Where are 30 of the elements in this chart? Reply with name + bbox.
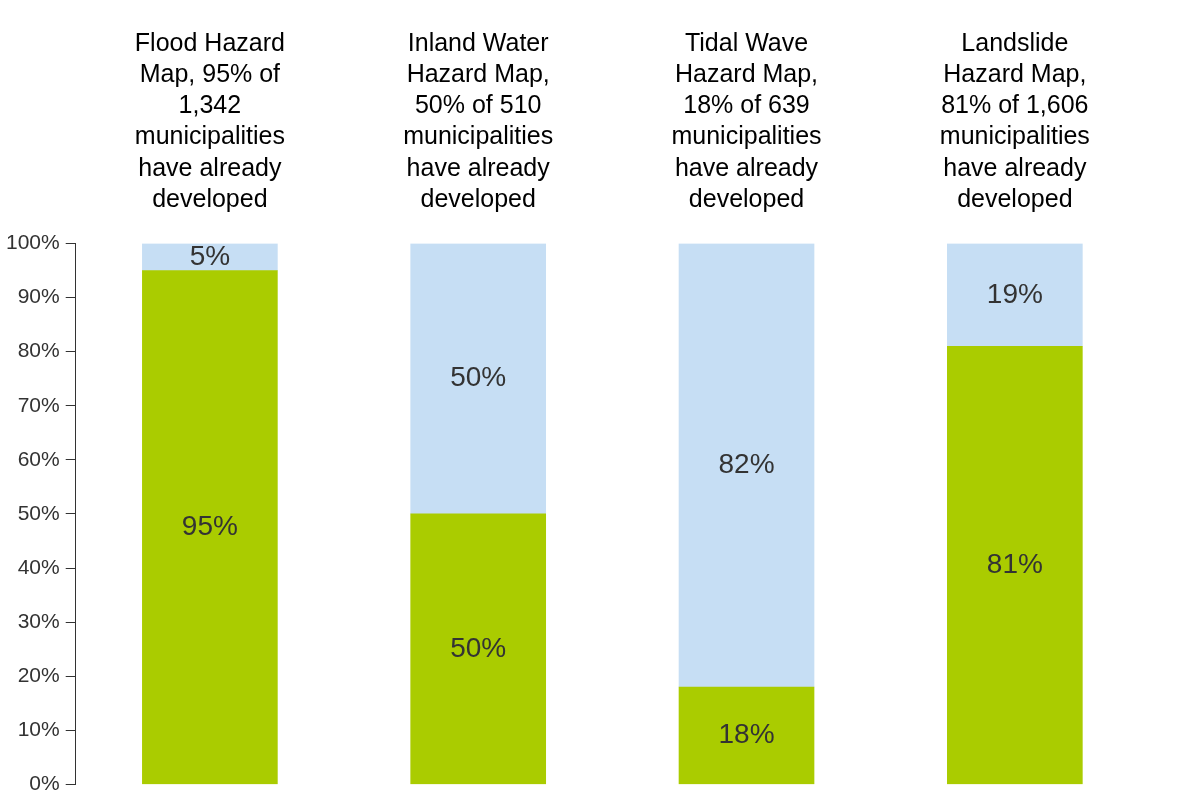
bar xyxy=(947,243,1083,347)
bar xyxy=(947,345,1083,785)
y-tick-label: 40% xyxy=(17,554,60,578)
x-tick-label: Tidal Wave Hazard Map, 18% of 639 municipalities have already developed xyxy=(671,27,822,212)
bar xyxy=(410,243,547,515)
x-tick-label: Landslide Hazard Map, 81% of 1,606 municipalities have already developed xyxy=(939,27,1090,212)
bar xyxy=(678,686,815,785)
y-tick-label: 30% xyxy=(17,608,60,632)
bar xyxy=(678,243,815,688)
x-tick-label: Flood Hazard Map, 95% of 1,342 municipalities have already developed xyxy=(134,27,285,212)
y-tick-label: 100% xyxy=(5,230,60,254)
y-tick-label: 20% xyxy=(17,663,60,687)
data-label: 50% xyxy=(450,361,507,393)
bar xyxy=(410,513,547,785)
y-tick-label: 60% xyxy=(17,446,60,470)
data-label: 50% xyxy=(450,631,507,663)
y-tick-label: 90% xyxy=(17,284,60,308)
data-label: 95% xyxy=(181,509,238,541)
y-tick-label: 80% xyxy=(17,338,60,362)
bar xyxy=(142,270,278,785)
y-tick-label: 0% xyxy=(29,771,60,795)
y-tick-label: 70% xyxy=(17,392,60,416)
data-label: 5% xyxy=(189,239,231,271)
data-label: 82% xyxy=(718,447,775,479)
data-label: 18% xyxy=(718,718,775,750)
data-label: 81% xyxy=(986,547,1043,579)
y-tick-label: 50% xyxy=(17,500,60,524)
x-tick-label: Inland Water Hazard Map, 50% of 510 municipalities have already developed xyxy=(403,27,554,212)
data-label: 19% xyxy=(986,277,1043,309)
y-tick-label: 10% xyxy=(17,717,60,741)
